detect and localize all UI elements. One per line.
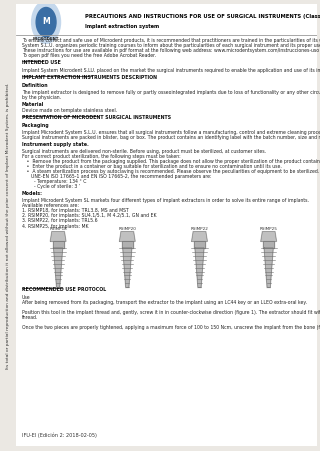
Text: •  Remove the product from the packaging supplied. This package does not allow t: • Remove the product from the packaging … bbox=[22, 159, 320, 164]
Text: 4. RSIMP25, for implants: MK: 4. RSIMP25, for implants: MK bbox=[22, 223, 89, 228]
Polygon shape bbox=[50, 232, 66, 242]
Text: •  A steam sterilization process by autoclaving is recommended. Please observe t: • A steam sterilization process by autoc… bbox=[22, 169, 320, 174]
Text: Models:: Models: bbox=[22, 191, 43, 196]
Text: M: M bbox=[42, 17, 50, 26]
Polygon shape bbox=[194, 242, 205, 248]
Polygon shape bbox=[54, 248, 63, 288]
Text: Once the two pieces are properly tightened, applying a maximum force of 100 to 1: Once the two pieces are properly tighten… bbox=[22, 325, 320, 330]
Text: To open pdf files you need the free Adobe Acrobat Reader.: To open pdf files you need the free Adob… bbox=[22, 53, 156, 58]
Text: Implant Microdent System S.L.U. ensures that all surgical instruments follow a m: Implant Microdent System S.L.U. ensures … bbox=[22, 129, 320, 134]
Circle shape bbox=[36, 9, 56, 38]
Text: Material: Material bbox=[22, 101, 44, 106]
Polygon shape bbox=[264, 248, 273, 288]
Text: After being removed from its packaging, transport the extractor to the implant u: After being removed from its packaging, … bbox=[22, 299, 307, 304]
FancyBboxPatch shape bbox=[16, 5, 317, 446]
Polygon shape bbox=[53, 242, 64, 248]
Polygon shape bbox=[119, 232, 135, 242]
Text: PRESENTATION OF MICRODENT SURGICAL INSTRUMENTS: PRESENTATION OF MICRODENT SURGICAL INSTR… bbox=[22, 115, 171, 120]
Text: PRECAUTIONS AND INSTRUCTIONS FOR USE OF SURGICAL INSTRUMENTS (Class I): PRECAUTIONS AND INSTRUCTIONS FOR USE OF … bbox=[85, 14, 320, 18]
Text: Surgical instruments are delivered non-sterile. Before using, product must be st: Surgical instruments are delivered non-s… bbox=[22, 148, 266, 153]
Text: RSIMP22: RSIMP22 bbox=[190, 226, 208, 230]
Text: by the physician.: by the physician. bbox=[22, 94, 61, 99]
Text: Implant System Microdent S.LU. placed on the market the surgical instruments req: Implant System Microdent S.LU. placed on… bbox=[22, 68, 320, 73]
Text: •  Enter the product in a container or bag suitable for sterilization and to ens: • Enter the product in a container or ba… bbox=[22, 164, 282, 169]
Text: INTENDED USE: INTENDED USE bbox=[22, 60, 61, 65]
Text: UNE-EN ISO 17665-1 and EN ISO 17665-2, the recommended parameters are:: UNE-EN ISO 17665-1 and EN ISO 17665-2, t… bbox=[22, 174, 212, 179]
Text: The implant extractor is designed to remove fully or partly osseointegrated impl: The implant extractor is designed to rem… bbox=[22, 89, 320, 94]
Text: Device made on template stainless steel.: Device made on template stainless steel. bbox=[22, 108, 117, 113]
Text: System S.L.U. organizes periodic training courses to inform about the particular: System S.L.U. organizes periodic trainin… bbox=[22, 43, 320, 48]
Text: 3. RSIMP22, for implants: TRL5.6: 3. RSIMP22, for implants: TRL5.6 bbox=[22, 218, 98, 223]
Text: Implant Microdent System SL markets four different types of implant extractors i: Implant Microdent System SL markets four… bbox=[22, 198, 309, 202]
Text: 2. RSIMP20, for implants: SU4.1/5.1, M 4.2/5.1, GN and EK: 2. RSIMP20, for implants: SU4.1/5.1, M 4… bbox=[22, 213, 156, 218]
Polygon shape bbox=[261, 232, 276, 242]
Text: IFU-EI (Edición 2: 2018-02-05): IFU-EI (Edición 2: 2018-02-05) bbox=[22, 431, 97, 437]
Polygon shape bbox=[123, 248, 132, 288]
Text: Surgical instruments are packed in blister, bag or box. The product contains an : Surgical instruments are packed in blist… bbox=[22, 135, 320, 140]
Text: thread.: thread. bbox=[22, 314, 38, 320]
Text: IMPLANT EXTRACTION INSTRUMENTS DESCRIPTION: IMPLANT EXTRACTION INSTRUMENTS DESCRIPTI… bbox=[22, 75, 157, 80]
Text: - Temperature: 134 ° C: - Temperature: 134 ° C bbox=[22, 179, 86, 184]
Circle shape bbox=[32, 2, 60, 44]
Polygon shape bbox=[122, 242, 133, 248]
Text: MICRODENT: MICRODENT bbox=[33, 37, 59, 41]
Text: These instructions for use are available in pdf format at the following web addr: These instructions for use are available… bbox=[22, 48, 319, 53]
Text: Definition: Definition bbox=[22, 83, 49, 87]
Polygon shape bbox=[195, 248, 204, 288]
Polygon shape bbox=[263, 242, 274, 248]
Text: Packaging: Packaging bbox=[22, 123, 50, 128]
Polygon shape bbox=[192, 232, 207, 242]
Text: RSIMP20: RSIMP20 bbox=[118, 226, 136, 230]
Text: Position this tool in the implant thread and, gently, screw it in in counter-clo: Position this tool in the implant thread… bbox=[22, 309, 320, 314]
Text: RECOMMENDED USE PROTOCOL: RECOMMENDED USE PROTOCOL bbox=[22, 286, 106, 291]
Text: Instrument supply state.: Instrument supply state. bbox=[22, 142, 89, 147]
Text: Its total or partial reproduction and distribution it not allowed without the pr: Its total or partial reproduction and di… bbox=[6, 83, 10, 368]
Text: RSIMP18: RSIMP18 bbox=[49, 226, 67, 230]
Text: RSIMP25: RSIMP25 bbox=[260, 226, 278, 230]
Text: 1. RSIMP18, for implants: TRL3.8, MS and MST: 1. RSIMP18, for implants: TRL3.8, MS and… bbox=[22, 208, 129, 213]
Text: - Cycle of sterile: 3 ’: - Cycle of sterile: 3 ’ bbox=[22, 184, 80, 189]
Text: Implant extraction system: Implant extraction system bbox=[85, 24, 159, 29]
Text: For a correct product sterilization, the following steps must be taken:: For a correct product sterilization, the… bbox=[22, 153, 181, 158]
Text: Available references are:: Available references are: bbox=[22, 203, 79, 208]
Text: Use: Use bbox=[22, 294, 31, 299]
Text: To ensure correct and safe use of Microdent products, it is recommended that pra: To ensure correct and safe use of Microd… bbox=[22, 38, 320, 43]
